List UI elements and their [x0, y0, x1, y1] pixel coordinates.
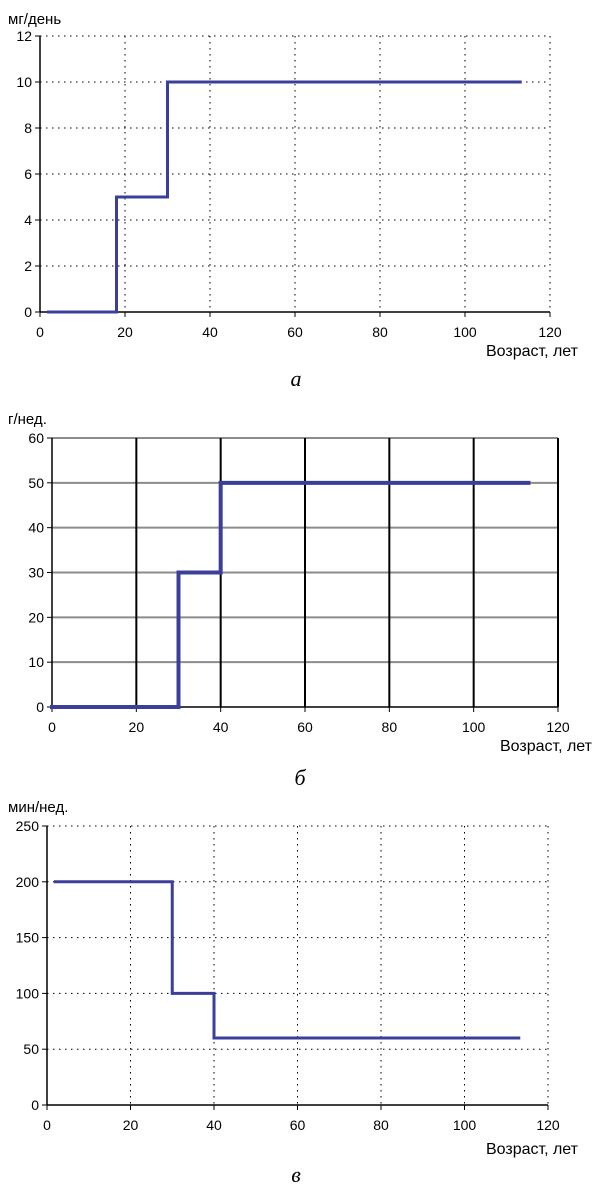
chart-2-ytick-label: 50 — [28, 475, 44, 491]
chart-1-xtick-label: 80 — [372, 324, 388, 340]
chart-3-xtick-label: 120 — [536, 1117, 560, 1133]
chart-2-ytick-label: 0 — [36, 699, 44, 715]
chart-2-ytick-label: 20 — [28, 609, 44, 625]
chart-1-xtick-label: 100 — [453, 324, 477, 340]
chart-2-ytick-label: 40 — [28, 520, 44, 536]
chart-3-ytick-label: 0 — [31, 1097, 39, 1113]
chart-1-ytick-label: 0 — [24, 304, 32, 320]
chart-1-ytick-label: 6 — [24, 166, 32, 182]
chart-2-xtick-label: 80 — [382, 719, 398, 735]
chart-3-ytick-label: 100 — [16, 985, 40, 1001]
chart-3-xtick-label: 40 — [206, 1117, 222, 1133]
chart-1-ytick-label: 2 — [24, 258, 32, 274]
chart-2-xtick-label: 40 — [213, 719, 229, 735]
chart-3-xtick-label: 20 — [123, 1117, 139, 1133]
chart-3-y-unit-label: мин/нед. — [8, 799, 68, 816]
chart-1-ytick-label: 10 — [16, 74, 32, 90]
chart-1-xtick-label: 60 — [287, 324, 303, 340]
chart-3-ytick-label: 50 — [23, 1041, 39, 1057]
chart-1-xtick-label: 120 — [538, 324, 562, 340]
chart-3-xtick-label: 80 — [373, 1117, 389, 1133]
chart-1-ytick-label: 8 — [24, 120, 32, 136]
chart-1-xtick-label: 0 — [36, 324, 44, 340]
chart-3-series-line — [53, 880, 521, 1040]
chart-2-xtick-label: 100 — [462, 719, 486, 735]
chart-1-panel-label: а — [291, 366, 302, 391]
chart-2-y-unit-label: г/нед. — [8, 411, 47, 428]
chart-1-xtick-label: 40 — [202, 324, 218, 340]
chart-1-x-axis-label: Возраст, лет — [486, 343, 579, 360]
chart-3-ytick-label: 250 — [16, 818, 40, 834]
chart-3-xtick-label: 60 — [290, 1117, 306, 1133]
chart-1-ytick-label: 4 — [24, 212, 32, 228]
chart-1-xtick-label: 20 — [117, 324, 133, 340]
chart-3-panel-label: в — [291, 1162, 301, 1187]
chart-2-series-line — [50, 480, 531, 709]
chart-2-xtick-label: 0 — [48, 719, 56, 735]
chart-3-xtick-label: 100 — [453, 1117, 477, 1133]
chart-2-xtick-label: 60 — [297, 719, 313, 735]
chart-2-panel-label: б — [294, 765, 306, 790]
chart-1-y-unit-label: мг/день — [8, 11, 61, 28]
chart-1-ytick-label: 12 — [16, 28, 32, 44]
chart-1-series-line — [47, 80, 522, 314]
chart-3-ytick-label: 150 — [16, 930, 40, 946]
chart-3-x-axis-label: Возраст, лет — [486, 1141, 579, 1158]
chart-3-xtick-label: 0 — [43, 1117, 51, 1133]
chart-2-ytick-label: 60 — [28, 430, 44, 446]
chart-2-x-axis-label: Возраст, лет — [500, 738, 593, 755]
chart-2-ytick-label: 10 — [28, 654, 44, 670]
chart-3-ytick-label: 200 — [16, 874, 40, 890]
chart-2-xtick-label: 20 — [129, 719, 145, 735]
chart-2-ytick-label: 30 — [28, 565, 44, 581]
chart-2-xtick-label: 120 — [546, 719, 570, 735]
